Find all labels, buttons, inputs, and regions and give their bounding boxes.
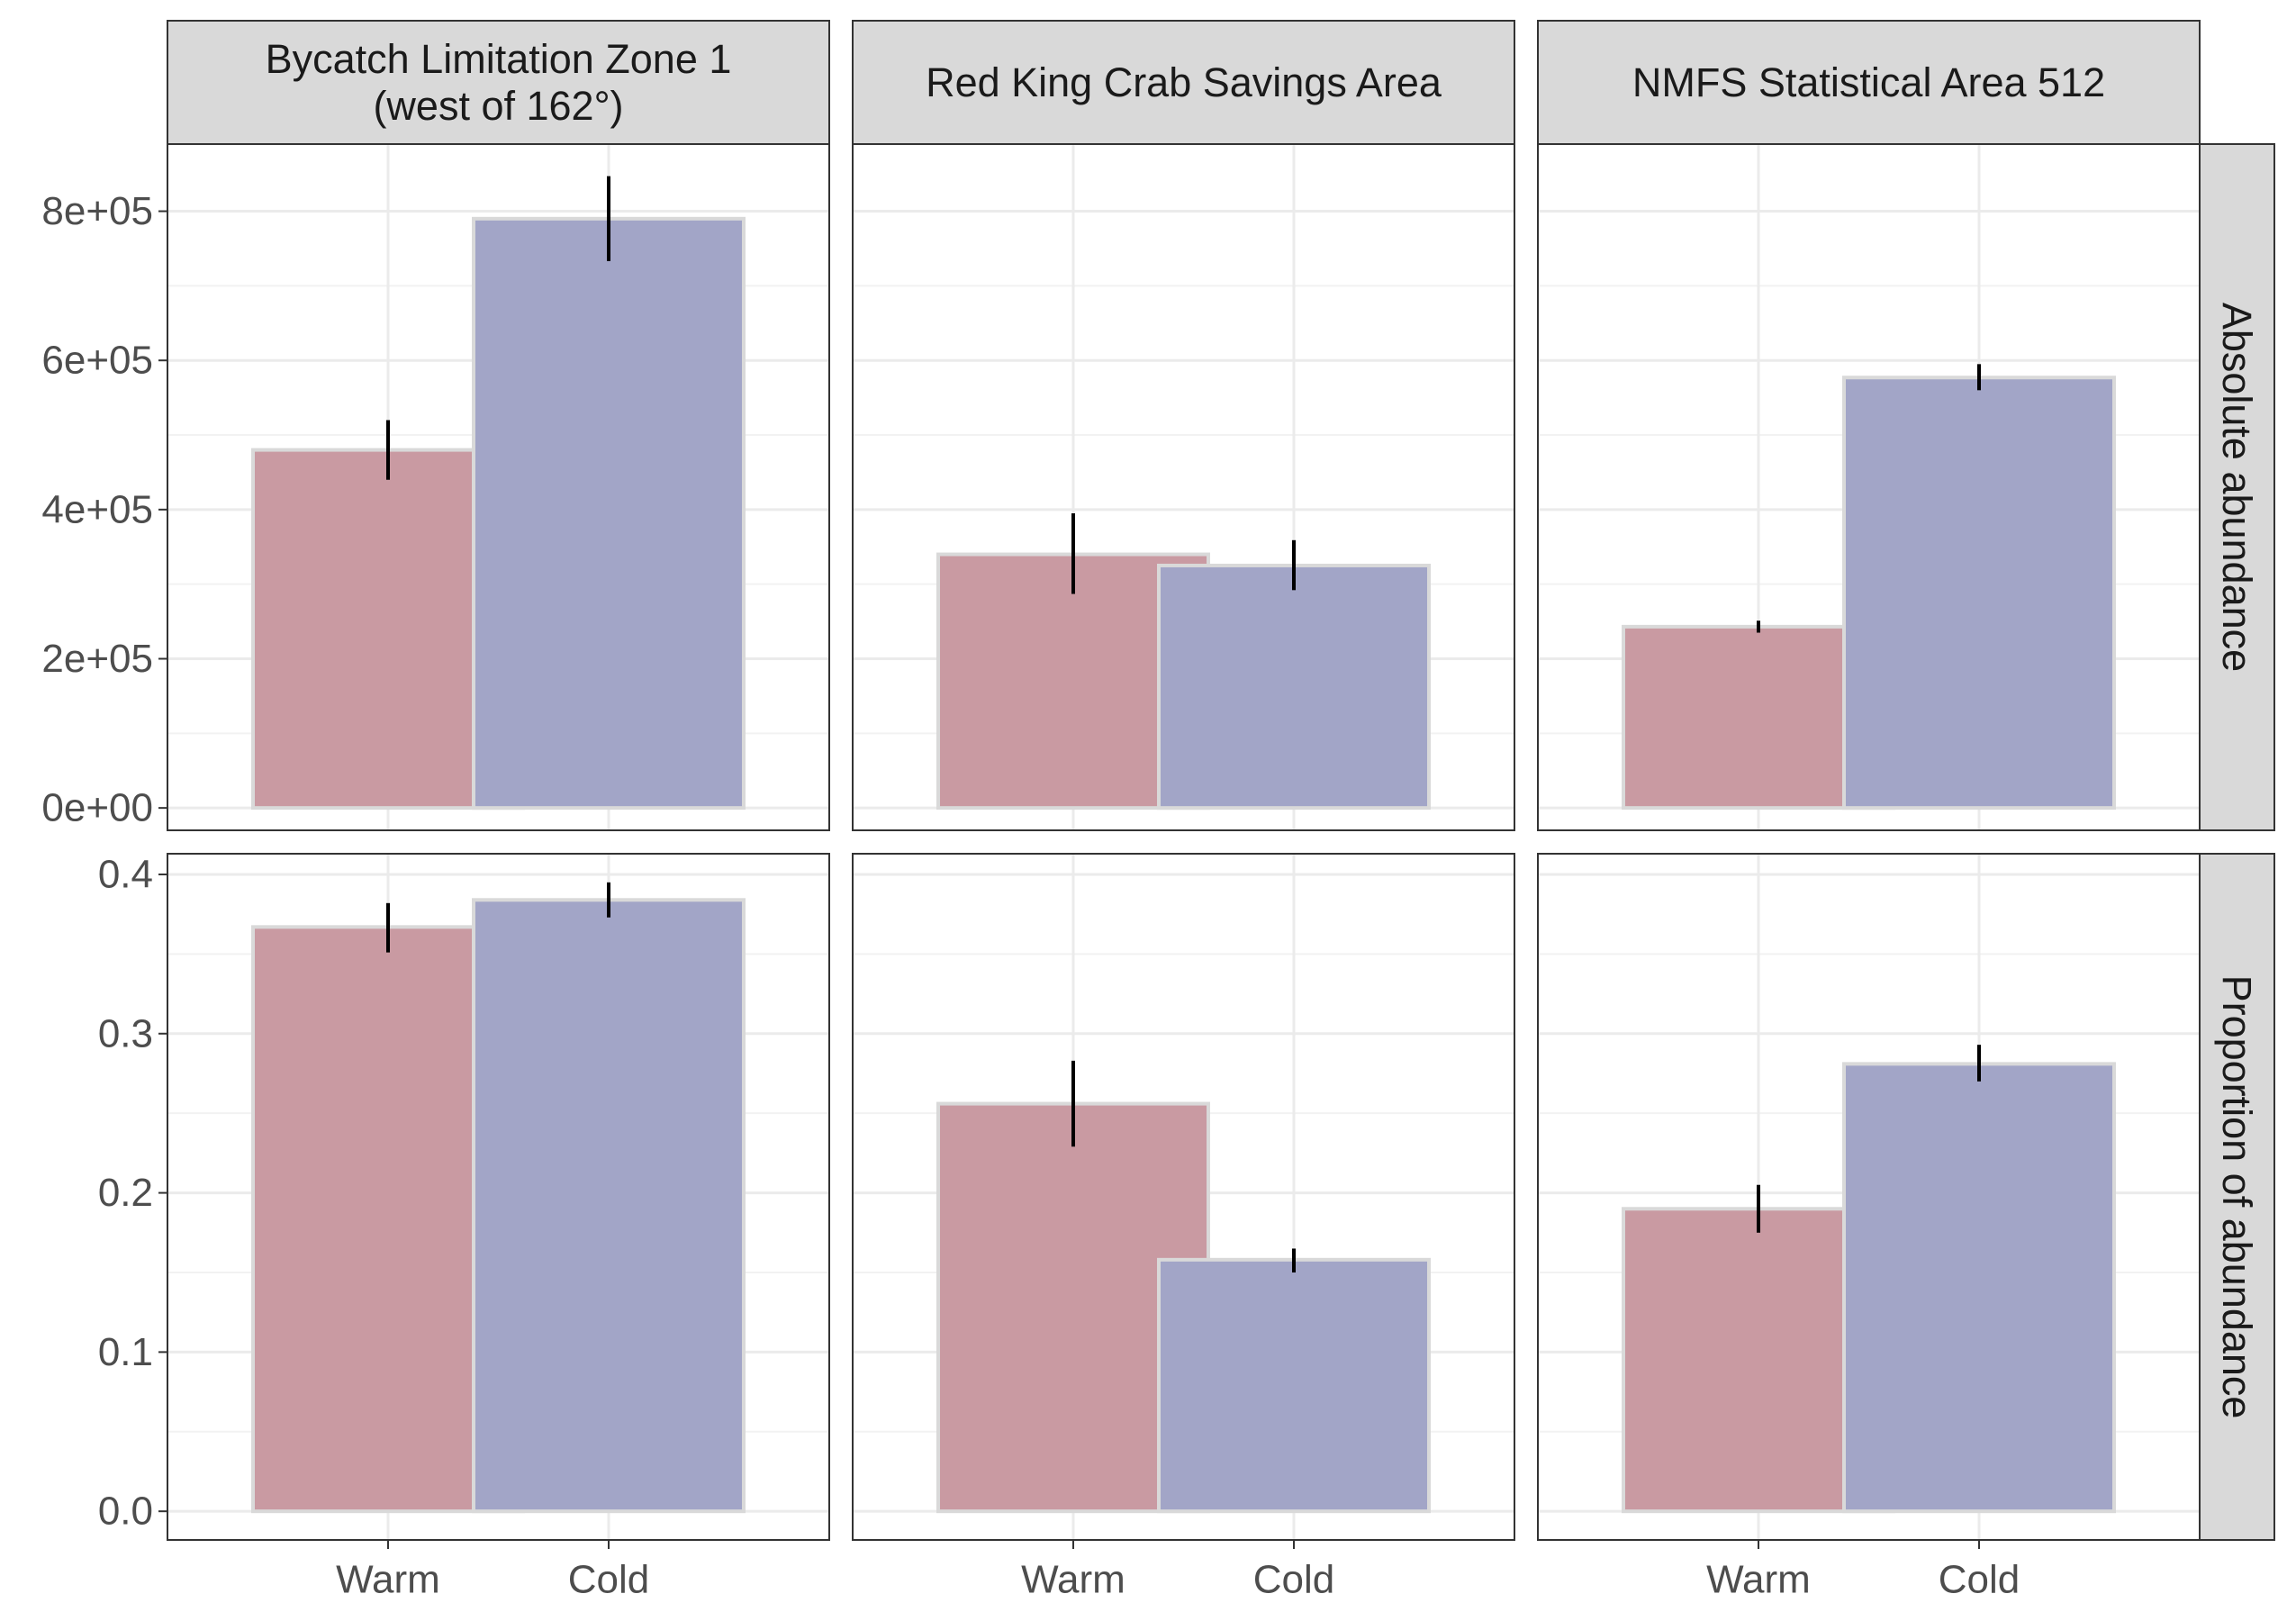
error-bars	[386, 176, 1981, 1272]
x-tick-label: Warm	[336, 1558, 440, 1602]
column-strip-label: Bycatch Limitation Zone 1 (west of 162°)	[266, 36, 732, 129]
y-tick-label: 0.0	[98, 1490, 153, 1534]
y-tick-label: 0e+00	[41, 786, 153, 830]
column-strip	[1537, 20, 2201, 145]
x-tick-label: Cold	[568, 1558, 650, 1602]
facet-strips: Absolute abundance Proportion of abundanc…	[167, 20, 2275, 1541]
y-tick-label: 0.4	[98, 852, 153, 896]
y-tick-label: 6e+05	[41, 339, 153, 383]
x-tick-label: Warm	[1706, 1558, 1811, 1602]
y-tick-label: 0.3	[98, 1011, 153, 1055]
row-strip-label: Proportion of abundance	[2214, 975, 2260, 1419]
row-strip	[2199, 853, 2275, 1541]
column-strip	[167, 20, 830, 145]
bar-cold	[1842, 1062, 2116, 1514]
y-tick-label: 0.2	[98, 1171, 153, 1215]
bar-cold	[1157, 1257, 1431, 1514]
axes: 0e+00 2e+05 4e+05 6e+05 8e+05 0.0 0.1 0.2 0.3 0.4…	[41, 189, 2020, 1601]
column-strip-label-line: (west of 162°)	[373, 83, 623, 129]
x-tick-label: Warm	[1021, 1558, 1125, 1602]
column-strip-label-line: NMFS Statistical Area 512	[1632, 59, 2105, 105]
bars	[251, 216, 2116, 1514]
column-strip-label-line: Red King Crab Savings Area	[926, 59, 1442, 105]
bar-cold	[472, 898, 746, 1514]
panel-border	[167, 853, 830, 1541]
panel-border	[852, 853, 1515, 1541]
row-strip	[2199, 143, 2275, 831]
column-strip-label-line: Bycatch Limitation Zone 1	[266, 36, 732, 82]
column-strip-label: NMFS Statistical Area 512	[1632, 59, 2105, 105]
column-strip	[852, 20, 1515, 145]
column-strip-label: Red King Crab Savings Area	[926, 59, 1442, 105]
y-tick-label: 8e+05	[41, 189, 153, 233]
y-tick-label: 0.1	[98, 1330, 153, 1374]
bar-cold	[1157, 563, 1431, 810]
row-strip-label: Absolute abundance	[2214, 303, 2260, 672]
x-tick-label: Cold	[1253, 1558, 1335, 1602]
y-tick-label: 2e+05	[41, 637, 153, 681]
y-tick-label: 4e+05	[41, 487, 153, 531]
bar-cold	[472, 216, 746, 810]
x-tick-label: Cold	[1939, 1558, 2020, 1602]
bar-cold	[1842, 376, 2116, 810]
